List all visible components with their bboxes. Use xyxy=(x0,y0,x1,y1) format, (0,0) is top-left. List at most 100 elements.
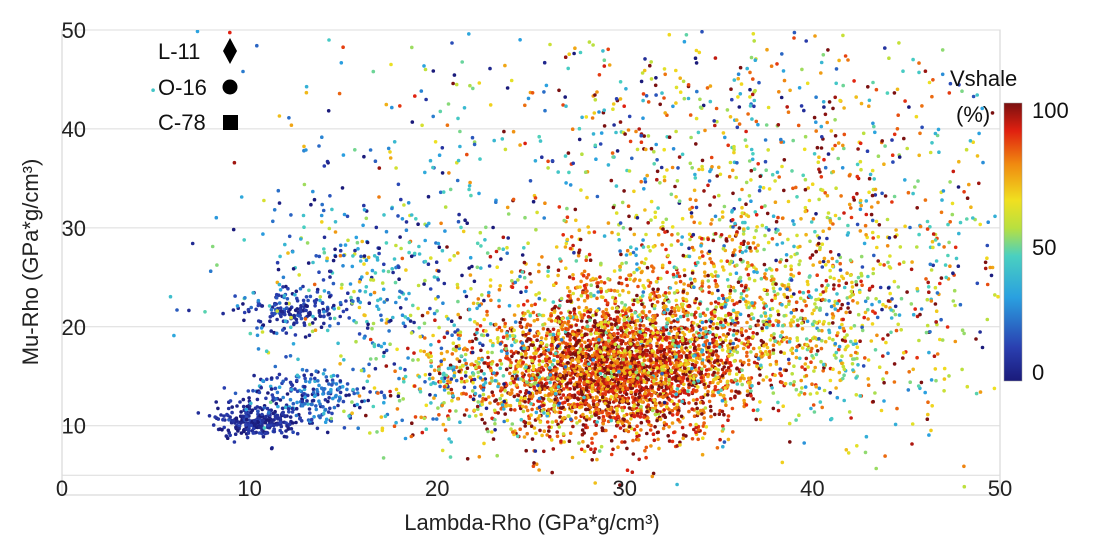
scatter-point xyxy=(573,207,578,212)
scatter-point xyxy=(746,345,751,349)
scatter-point xyxy=(849,289,854,294)
scatter-point xyxy=(628,277,632,282)
scatter-point xyxy=(520,317,524,321)
scatter-point xyxy=(844,281,849,286)
scatter-point xyxy=(529,303,534,308)
scatter-point xyxy=(635,147,640,152)
scatter-point xyxy=(491,437,496,441)
scatter-point xyxy=(776,123,781,127)
scatter-point xyxy=(688,237,692,242)
scatter-point xyxy=(788,88,792,93)
scatter-point xyxy=(598,366,602,371)
scatter-point xyxy=(525,408,530,413)
scatter-point xyxy=(828,268,832,273)
scatter-point xyxy=(845,271,849,276)
scatter-point xyxy=(665,321,669,325)
scatter-point xyxy=(929,428,933,433)
scatter-point xyxy=(585,370,589,374)
scatter-point xyxy=(677,155,682,159)
scatter-point xyxy=(751,32,756,36)
scatter-point xyxy=(886,299,891,303)
scatter-point xyxy=(568,378,572,383)
scatter-point xyxy=(815,391,819,395)
scatter-point xyxy=(628,383,632,387)
scatter-point xyxy=(781,69,786,73)
scatter-point xyxy=(636,380,640,385)
scatter-point xyxy=(860,283,864,288)
scatter-point xyxy=(677,376,681,381)
scatter-point xyxy=(388,150,392,154)
scatter-point xyxy=(601,379,605,383)
scatter-point xyxy=(749,178,753,182)
scatter-point xyxy=(747,358,751,363)
scatter-point xyxy=(715,321,720,326)
scatter-point xyxy=(795,338,800,343)
scatter-point xyxy=(565,299,570,304)
scatter-point xyxy=(698,302,702,306)
scatter-point xyxy=(934,309,939,314)
scatter-point xyxy=(864,212,869,217)
scatter-point xyxy=(636,300,640,304)
scatter-point xyxy=(907,370,911,374)
scatter-point xyxy=(773,200,778,204)
scatter-point xyxy=(533,302,537,307)
scatter-point xyxy=(871,399,875,404)
scatter-point xyxy=(639,388,643,393)
scatter-point xyxy=(691,333,696,338)
scatter-point xyxy=(724,238,729,242)
scatter-point xyxy=(531,464,536,469)
scatter-point xyxy=(702,189,706,193)
scatter-point xyxy=(772,289,776,294)
scatter-point xyxy=(540,433,544,438)
scatter-point xyxy=(701,401,705,405)
scatter-point xyxy=(911,312,916,317)
scatter-point xyxy=(645,405,649,409)
scatter-point xyxy=(645,173,649,178)
scatter-point xyxy=(846,223,850,228)
scatter-point xyxy=(887,236,892,240)
scatter-point xyxy=(789,267,793,272)
scatter-point xyxy=(627,331,632,335)
scatter-point xyxy=(228,30,232,35)
scatter-point xyxy=(544,381,549,386)
scatter-point xyxy=(591,276,595,281)
scatter-point xyxy=(652,304,657,308)
scatter-point xyxy=(948,220,952,224)
scatter-point xyxy=(616,310,621,314)
scatter-point xyxy=(939,276,944,280)
scatter-point xyxy=(518,324,523,329)
scatter-point xyxy=(975,93,979,97)
scatter-point xyxy=(641,362,645,367)
scatter-point xyxy=(289,123,294,127)
scatter-point xyxy=(563,400,567,405)
scatter-point xyxy=(644,445,649,450)
scatter-point xyxy=(837,216,842,221)
scatter-point xyxy=(614,398,618,403)
scatter-point xyxy=(950,212,955,217)
scatter-point xyxy=(749,168,754,173)
scatter-point xyxy=(985,317,990,322)
scatter-point xyxy=(821,369,825,373)
scatter-point xyxy=(509,360,513,365)
scatter-point xyxy=(605,381,609,385)
scatter-point xyxy=(667,425,671,429)
scatter-point xyxy=(913,307,917,311)
scatter-point xyxy=(645,409,649,414)
scatter-point xyxy=(930,404,934,408)
scatter-point xyxy=(667,377,671,382)
scatter-point xyxy=(682,282,686,286)
scatter-point xyxy=(888,291,892,296)
scatter-point xyxy=(870,284,875,289)
scatter-point xyxy=(695,397,699,402)
scatter-point xyxy=(720,398,725,403)
scatter-point xyxy=(570,358,575,363)
scatter-point xyxy=(586,403,591,408)
scatter-point xyxy=(888,254,892,258)
scatter-point xyxy=(626,290,631,295)
scatter-point xyxy=(580,115,584,120)
scatter-point xyxy=(782,292,786,297)
scatter-point xyxy=(675,482,679,487)
scatter-point xyxy=(844,448,849,452)
scatter-point xyxy=(450,41,454,45)
scatter-point xyxy=(752,39,756,43)
